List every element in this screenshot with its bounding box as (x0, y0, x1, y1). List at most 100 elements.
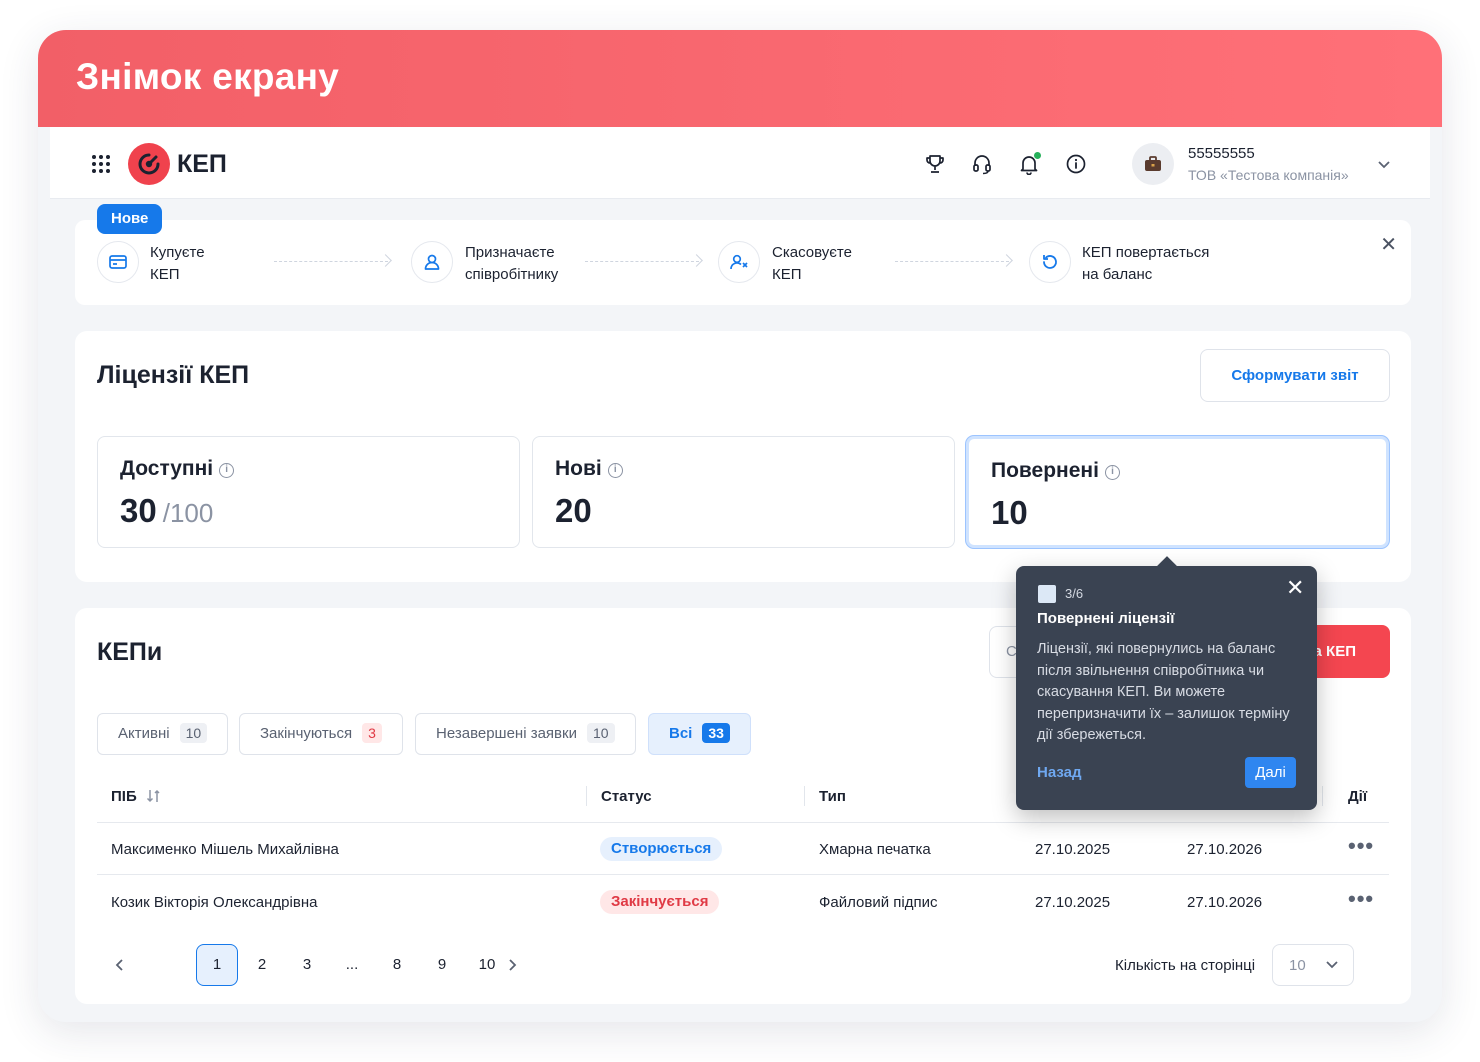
chevron-down-icon[interactable] (1377, 157, 1391, 175)
tooltip-back-button[interactable]: Назад (1037, 764, 1082, 781)
returned-label: Повернені (991, 459, 1099, 482)
more-actions-icon[interactable]: ••• (1348, 886, 1375, 911)
info-icon[interactable]: i (219, 463, 235, 478)
column-name[interactable]: ПІБ (111, 788, 162, 805)
returned-card[interactable]: Повернені i 10 (966, 436, 1389, 548)
more-actions-icon[interactable]: ••• (1348, 833, 1375, 858)
tab-incomplete[interactable]: Незавершені заявки 10 (415, 713, 636, 755)
row-1-type: Хмарна печатка (819, 841, 931, 858)
tab-label: Закінчуються (260, 725, 353, 742)
step-2-line2: співробітнику (465, 266, 559, 283)
row-1-name[interactable]: Максименко Мішель Михайлівна (111, 841, 339, 858)
generate-report-button[interactable]: Сформувати звіт (1200, 349, 1390, 402)
per-page-select[interactable]: 10 (1272, 944, 1354, 986)
column-divider (1322, 786, 1323, 806)
licenses-panel: Ліцензії КЕП Сформувати звіт Доступні i 3… (75, 331, 1411, 582)
step-1-line1: Купуєте (150, 244, 205, 261)
logo-text[interactable]: КЕП (177, 150, 227, 178)
user-icon (411, 241, 453, 283)
column-type[interactable]: Тип (819, 788, 846, 805)
tab-count: 33 (702, 723, 730, 743)
page-button[interactable]: 10 (478, 956, 496, 973)
onboarding-steps: Купуєте КЕП Призначаєте співробітнику Ск… (75, 220, 1411, 305)
column-status[interactable]: Статус (601, 788, 652, 805)
trophy-icon[interactable] (924, 153, 946, 175)
row-1-start: 27.10.2025 (1035, 841, 1111, 858)
new-card[interactable]: Нові i 20 (532, 436, 955, 548)
apps-grid-icon[interactable] (92, 155, 110, 173)
company-avatar[interactable] (1132, 143, 1174, 185)
tooltip-text: Ліцензії, які повернулись на баланс післ… (1037, 641, 1290, 743)
available-total: /100 (162, 498, 214, 528)
step-3-line2: КЕП (772, 266, 802, 283)
status-badge: Закінчується (600, 890, 720, 914)
sort-icon[interactable] (146, 788, 162, 804)
available-value: 30 (120, 492, 157, 529)
chevron-down-icon (1326, 961, 1338, 969)
per-page-value: 10 (1289, 957, 1306, 974)
chevron-left-icon[interactable] (115, 958, 125, 977)
app-header: КЕП 55555555 ТОВ «Тестова компанія» (50, 127, 1430, 199)
tab-all[interactable]: Всі 33 (648, 713, 751, 755)
step-arrow (895, 261, 1009, 263)
column-divider (586, 786, 587, 806)
notification-dot (1033, 151, 1042, 160)
screenshot-frame: Знімок екрану КЕП 55555555 ТОВ «Тестова (38, 30, 1442, 1022)
row-1-end: 27.10.2026 (1187, 841, 1263, 858)
step-arrow (585, 261, 699, 263)
returned-value: 10 (991, 494, 1028, 531)
user-cancel-icon (718, 241, 760, 283)
close-icon[interactable]: ✕ (1380, 234, 1397, 256)
card-icon (97, 241, 139, 283)
page-button[interactable]: 1 (196, 944, 238, 986)
info-icon[interactable] (1065, 153, 1087, 175)
search-placeholder: С (1006, 643, 1017, 660)
tooltip-next-button[interactable]: Далі (1245, 757, 1296, 788)
tab-label: Активні (118, 725, 170, 742)
tab-count: 10 (179, 723, 208, 743)
tooltip-step: 3/6 (1065, 586, 1084, 601)
account-id[interactable]: 55555555 (1188, 145, 1255, 162)
onboarding-tooltip: 3/6 ✕ Повернені ліцензії Ліцензії, які п… (1016, 566, 1317, 810)
bell-icon[interactable] (1018, 151, 1042, 176)
page-button[interactable]: 9 (437, 956, 447, 973)
row-2-end: 27.10.2026 (1187, 894, 1263, 911)
page-button[interactable]: 2 (257, 956, 267, 973)
status-badge: Створюється (600, 837, 723, 861)
page-ellipsis: ... (345, 956, 359, 973)
new-label: Нові (555, 457, 602, 480)
page-button[interactable]: 3 (302, 956, 312, 973)
tooltip-title: Повернені ліцензії (1037, 610, 1175, 627)
headset-icon[interactable] (971, 153, 993, 175)
step-1-line2: КЕП (150, 266, 180, 283)
column-name-label: ПІБ (111, 788, 137, 805)
tab-count: 3 (362, 723, 382, 743)
document-icon (1038, 585, 1056, 603)
row-2-name[interactable]: Козик Вікторія Олександрівна (111, 894, 318, 911)
account-company[interactable]: ТОВ «Тестова компанія» (1188, 167, 1349, 183)
close-icon[interactable]: ✕ (1286, 575, 1305, 600)
info-icon[interactable]: i (607, 463, 623, 478)
tab-expiring[interactable]: Закінчуються 3 (239, 713, 403, 755)
page-button[interactable]: 8 (392, 956, 402, 973)
tab-active[interactable]: Активні 10 (97, 713, 229, 755)
kep-logo-icon[interactable] (128, 143, 170, 185)
row-divider (97, 874, 1389, 875)
tab-label: Незавершені заявки (436, 725, 577, 742)
step-2-line1: Призначаєте (465, 244, 555, 261)
refresh-icon (1029, 241, 1071, 283)
info-icon[interactable]: i (1104, 465, 1120, 480)
step-4-line2: на баланс (1082, 266, 1153, 283)
keps-title: КЕПи (97, 638, 163, 666)
column-actions: Дії (1348, 788, 1368, 805)
step-arrow (274, 261, 388, 263)
banner: Знімок екрану (38, 30, 1442, 127)
new-value: 20 (555, 492, 592, 529)
banner-title: Знімок екрану (76, 56, 340, 97)
tab-label: Всі (669, 725, 693, 742)
chevron-right-icon[interactable] (507, 958, 517, 977)
available-card[interactable]: Доступні i 30/100 (97, 436, 520, 548)
row-2-type: Файловий підпис (819, 894, 938, 911)
licenses-title: Ліцензії КЕП (97, 361, 250, 389)
step-4-line1: КЕП повертається (1082, 244, 1210, 261)
